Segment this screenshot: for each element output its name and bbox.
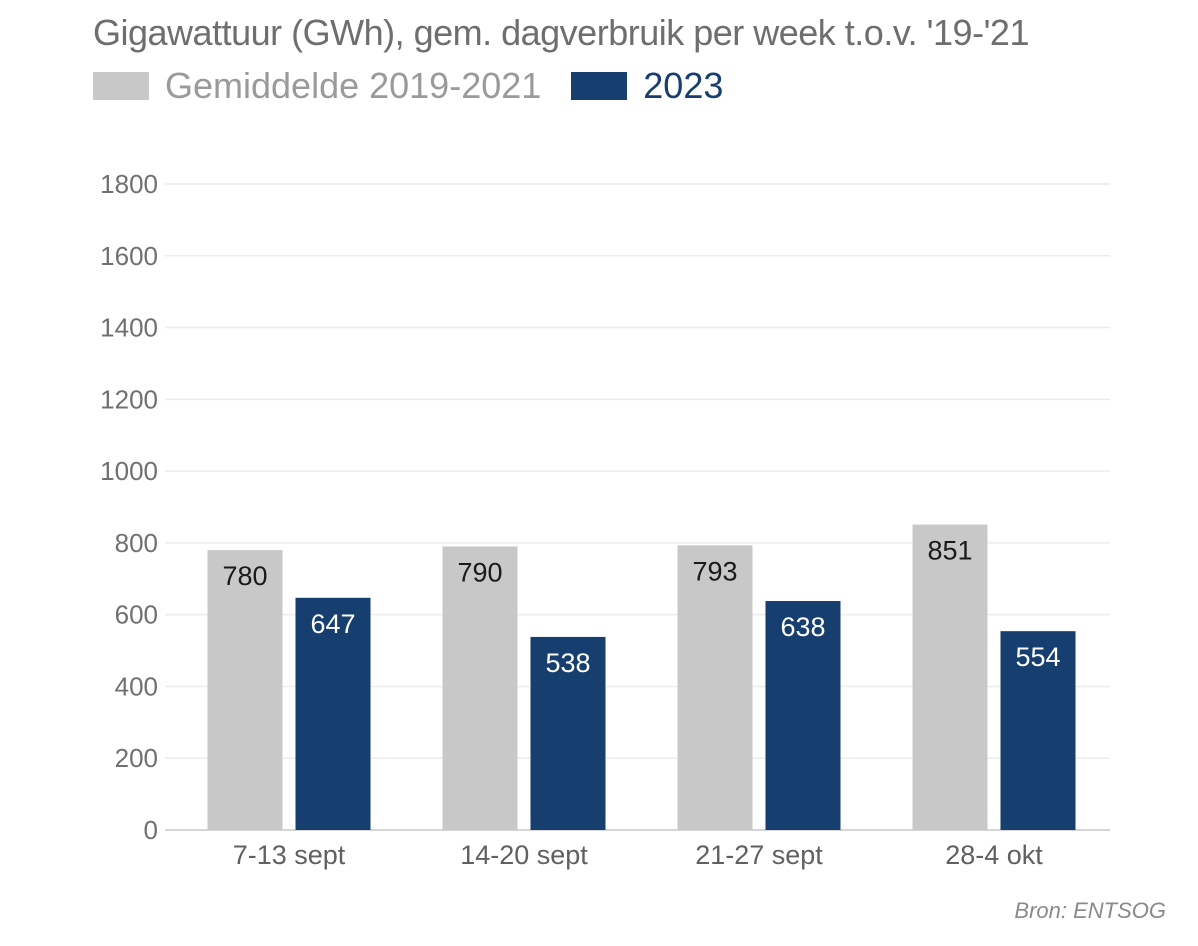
legend-swatch-average [93,72,149,100]
legend: Gemiddelde 2019-2021 2023 [93,64,753,108]
y-tick-label-800: 800 [115,528,158,558]
bar-2023-4 [1000,631,1076,830]
legend-item-average: Gemiddelde 2019-2021 [93,65,541,107]
y-tick-label-600: 600 [115,600,158,630]
x-tick-label-3: 21-27 sept [695,840,823,870]
y-tick-label-1000: 1000 [100,456,158,486]
bar-2023-1 [295,597,371,830]
x-tick-label-2: 14-20 sept [460,840,588,870]
y-tick-label-400: 400 [115,671,158,701]
y-tick-label-1400: 1400 [100,313,158,343]
data-label-2023-3: 638 [780,612,825,642]
bar-average-3 [677,545,753,830]
bar-average-2 [442,546,518,830]
data-label-average-3: 793 [692,556,737,586]
bar-2023-2 [530,636,606,830]
bar-average-4 [912,524,988,830]
data-label-average-2: 790 [457,557,502,587]
data-label-2023-1: 647 [310,609,355,639]
y-tick-label-1600: 1600 [100,241,158,271]
bar-average-1 [207,550,283,830]
source-note: Bron: ENTSOG [1014,898,1166,923]
bar-2023-3 [765,601,841,830]
y-tick-label-1200: 1200 [100,384,158,414]
legend-item-2023: 2023 [571,65,723,107]
data-label-average-4: 851 [927,536,972,566]
legend-swatch-2023 [571,72,628,100]
y-tick-label-200: 200 [115,743,158,773]
data-label-2023-2: 538 [545,648,590,678]
data-label-average-1: 780 [222,561,267,591]
x-tick-label-4: 28-4 okt [945,840,1043,870]
x-tick-label-1: 7-13 sept [233,840,346,870]
data-label-2023-4: 554 [1015,642,1060,672]
legend-label-2023: 2023 [643,65,724,106]
legend-label-average: Gemiddelde 2019-2021 [165,65,542,106]
y-tick-label-1800: 1800 [100,169,158,199]
y-tick-label-0: 0 [144,815,158,845]
chart-title: Gigawattuur (GWh), gem. dagverbruik per … [93,12,1029,53]
